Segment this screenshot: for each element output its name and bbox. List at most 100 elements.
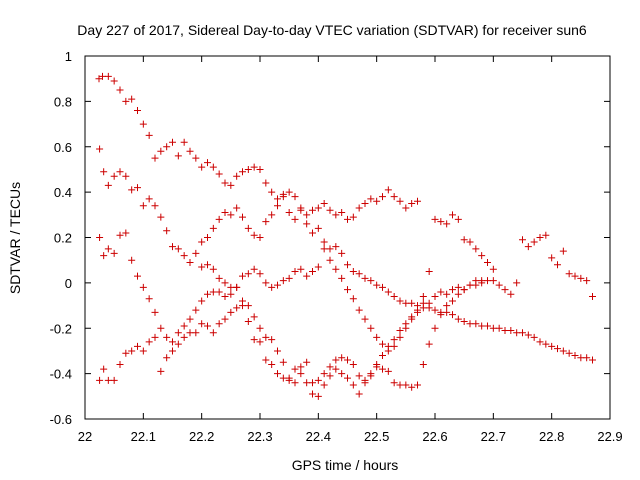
x-tick-label: 22.1 (131, 429, 156, 444)
data-point (291, 193, 299, 201)
data-point (122, 349, 130, 357)
data-point (134, 184, 141, 192)
data-point (186, 258, 194, 266)
data-point (96, 234, 104, 241)
data-point (221, 292, 229, 300)
data-point (169, 138, 176, 146)
data-point (565, 270, 573, 278)
data-point (548, 342, 556, 350)
data-point (262, 279, 270, 287)
data-point (139, 202, 147, 210)
data-point (192, 249, 200, 257)
y-tick-label: 0.4 (54, 185, 72, 200)
data-point (163, 143, 171, 151)
data-point (454, 283, 462, 291)
data-point (174, 245, 182, 253)
data-point (233, 172, 241, 180)
data-point (110, 376, 118, 384)
data-point (186, 315, 194, 323)
data-point (314, 376, 322, 384)
data-point (134, 272, 141, 280)
data-point (145, 338, 153, 346)
data-point (262, 218, 270, 226)
data-point (244, 317, 252, 325)
data-point (227, 308, 235, 316)
data-point (396, 197, 404, 205)
data-point (344, 215, 351, 223)
data-point (355, 270, 363, 278)
data-point (390, 379, 398, 387)
data-point (419, 361, 427, 369)
data-point (239, 272, 246, 280)
data-point (174, 340, 182, 348)
data-point (355, 306, 363, 314)
data-point (361, 199, 369, 207)
data-point (349, 381, 357, 389)
data-point (454, 215, 462, 223)
data-point (309, 379, 316, 387)
data-point (344, 374, 351, 382)
data-point (268, 283, 276, 291)
data-point (151, 202, 159, 210)
tick-labels: 22 22.1 22.2 22.3 22.4 22.5 22.6 22.7 22.8 22.9 1 0… (50, 49, 623, 444)
data-point (169, 243, 176, 251)
data-point (163, 333, 171, 341)
data-points (95, 72, 596, 400)
data-point (571, 351, 579, 359)
data-point (484, 258, 491, 266)
data-point (297, 265, 305, 273)
series-track-2 (96, 145, 596, 364)
data-point (174, 152, 182, 160)
data-point (489, 277, 497, 285)
data-point (274, 347, 281, 355)
data-point (104, 181, 112, 189)
data-point (472, 320, 480, 328)
data-point (227, 211, 235, 219)
data-point (355, 390, 363, 398)
data-point (268, 336, 276, 344)
data-point (326, 245, 334, 253)
data-point (244, 224, 252, 232)
x-tick-label: 22.6 (422, 429, 447, 444)
data-point (332, 243, 340, 251)
data-point (192, 154, 200, 162)
data-point (303, 358, 311, 366)
data-point (215, 170, 223, 178)
data-point (344, 261, 351, 269)
data-point (262, 333, 270, 341)
data-point (274, 370, 281, 378)
data-point (414, 197, 421, 205)
data-point (431, 292, 439, 300)
data-point (116, 361, 124, 369)
data-point (513, 279, 521, 287)
data-point (577, 274, 585, 282)
data-point (262, 356, 270, 364)
data-point (309, 268, 316, 276)
data-point (373, 333, 381, 341)
data-point (291, 365, 299, 373)
data-point (285, 376, 293, 384)
data-point (151, 154, 159, 162)
data-point (437, 311, 445, 319)
data-point (157, 147, 165, 155)
plot-border (84, 55, 611, 420)
data-point (379, 340, 386, 348)
data-point (239, 302, 246, 310)
data-point (268, 361, 276, 369)
data-point (367, 195, 375, 203)
data-point (145, 295, 153, 303)
data-point (268, 188, 276, 196)
data-point (326, 206, 334, 214)
data-point (367, 277, 375, 285)
data-point (396, 327, 404, 335)
data-point (96, 376, 104, 384)
data-point (250, 231, 258, 239)
data-point (554, 345, 561, 353)
data-point (186, 147, 194, 155)
data-point (209, 163, 217, 171)
data-point (128, 256, 136, 264)
data-point (408, 313, 416, 321)
data-point (524, 243, 532, 251)
data-point (145, 131, 153, 139)
data-point (349, 213, 357, 221)
